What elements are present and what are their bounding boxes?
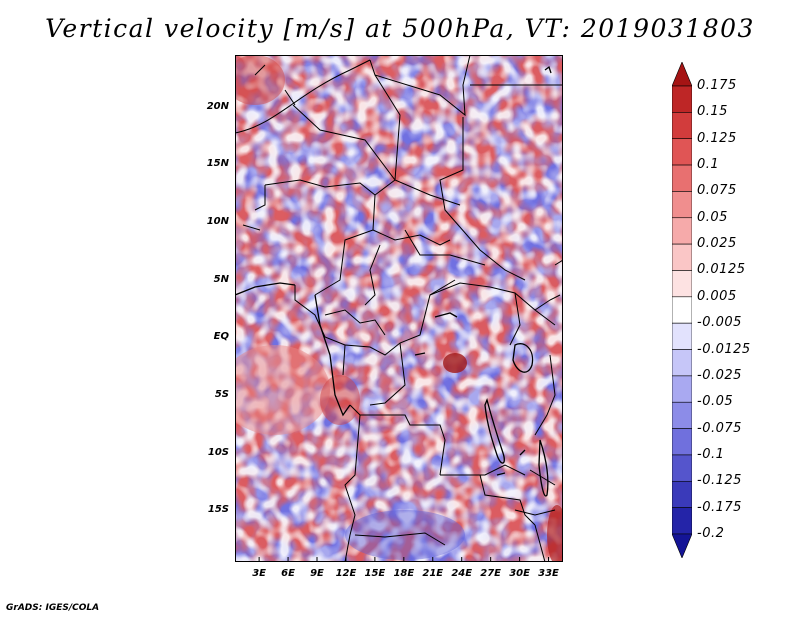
updraft-core-congo-coast: [320, 375, 360, 425]
colorbar-tick-label: 0.15: [697, 104, 728, 120]
updraft-region-northwest: [235, 55, 285, 105]
colorbar-tick-label: 0.075: [697, 183, 737, 199]
lat-tick-label: 10S: [207, 446, 229, 458]
colorbar-tick-label: -0.0125: [697, 341, 751, 357]
lakes-and-coast: [235, 65, 552, 497]
colorbar-tick-label: 0.0125: [697, 262, 746, 278]
updraft-region-west: [235, 345, 330, 435]
colorbar-bin: [672, 270, 692, 298]
near-zero-pattern: [235, 55, 563, 562]
colorbar-tick-label: -0.175: [697, 499, 742, 515]
colorbar-tick-label: -0.2: [697, 526, 725, 541]
colorbar-bin: [672, 454, 692, 482]
colorbar-bin: [672, 401, 692, 429]
colorbar-bin: [672, 533, 692, 558]
colorbar-tick-label: 0.125: [697, 130, 737, 146]
colorbar-bin: [672, 428, 692, 456]
lat-tick-label: 15N: [206, 158, 229, 170]
lat-tick-label: 5N: [213, 273, 229, 285]
colorbar-bin: [672, 164, 692, 192]
colorbar-bin: [672, 480, 692, 508]
updraft-core-east: [443, 353, 467, 373]
colorbar-bin: [672, 296, 692, 324]
colorbar-tick-label: -0.075: [697, 420, 742, 436]
colorbar-bin: [672, 191, 692, 219]
colorbar-tick-label: -0.1: [697, 446, 725, 462]
colorbar-tick-label: 0.1: [697, 157, 720, 173]
colorbar-bin: [672, 243, 692, 271]
colorbar-bin: [672, 375, 692, 403]
colorbar: [672, 62, 692, 558]
colorbar-tick-label: 0.005: [697, 288, 737, 304]
lat-tick-label: 15S: [207, 504, 229, 516]
lon-tick-label: 21E: [422, 568, 444, 579]
lat-tick-label: 5S: [214, 388, 229, 400]
lon-tick-label: 24E: [451, 568, 473, 579]
colorbar-bin: [672, 322, 692, 350]
colorbar-bin: [672, 507, 692, 535]
lon-tick-label: 12E: [335, 568, 357, 579]
map-title: Vertical velocity [m/s] at 500hPa, VT: 2…: [45, 14, 755, 43]
map-plot-area: [235, 55, 563, 562]
colorbar-tick-label: 0.05: [697, 209, 728, 225]
colorbar-bin: [672, 217, 692, 245]
lon-tick-label: 15E: [364, 568, 386, 579]
lat-tick-label: 10N: [206, 216, 229, 228]
colorbar-bin: [672, 85, 692, 113]
map-frame: [235, 55, 563, 562]
colorbar-tick-label: -0.125: [697, 473, 742, 489]
colorbar-bin: [672, 138, 692, 166]
colorbar-bin: [672, 62, 692, 87]
colorbar-bin: [672, 112, 692, 140]
colorbar-tick-label: 0.025: [697, 236, 737, 252]
grads-credit: GrADS: IGES/COLA: [6, 603, 100, 613]
colorbar-tick-label: -0.025: [697, 367, 742, 383]
lon-tick-label: 18E: [393, 568, 415, 579]
colorbar-tick-label: -0.005: [697, 315, 742, 331]
lon-tick-label: 33E: [538, 568, 559, 579]
lon-tick-label: 30E: [509, 568, 530, 579]
lon-tick-label: 3E: [252, 568, 266, 579]
vertical-velocity-field: [235, 55, 563, 562]
lat-tick-label: 20N: [206, 100, 229, 112]
colorbar-tick-label: -0.05: [697, 394, 734, 410]
lon-tick-label: 6E: [281, 568, 295, 579]
colorbar-bin: [672, 349, 692, 377]
updraft-region-southeast: [547, 505, 563, 562]
lat-tick-label: EQ: [213, 331, 229, 343]
lon-tick-label: 9E: [310, 568, 324, 579]
colorbar-tick-label: 0.175: [697, 78, 737, 93]
country-borders: [235, 55, 563, 562]
lon-tick-label: 27E: [480, 568, 502, 579]
